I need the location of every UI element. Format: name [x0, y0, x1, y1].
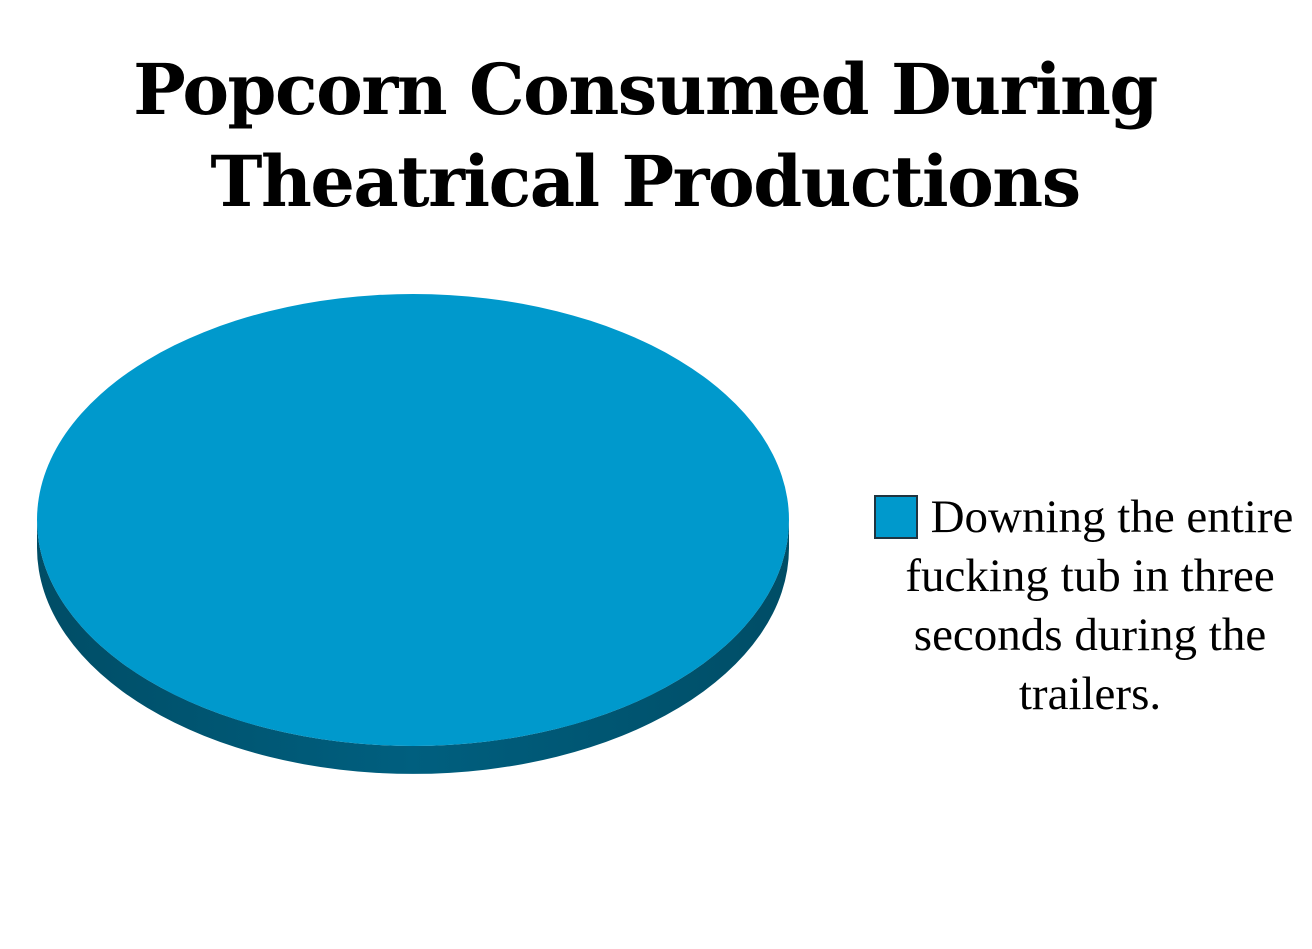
chart-title: Popcorn Consumed During Theatrical Produ…: [0, 44, 1290, 228]
chart-title-line-2: Theatrical Productions: [210, 140, 1081, 223]
pie-slice-1: [37, 294, 789, 746]
legend-label: Downing the entire fucking tub in three …: [905, 491, 1294, 720]
legend-swatch: [874, 495, 918, 539]
legend: Downing the entire fucking tub in three …: [870, 488, 1310, 724]
chart-title-line-1: Popcorn Consumed During: [133, 48, 1158, 131]
pie-slices: [37, 294, 789, 774]
